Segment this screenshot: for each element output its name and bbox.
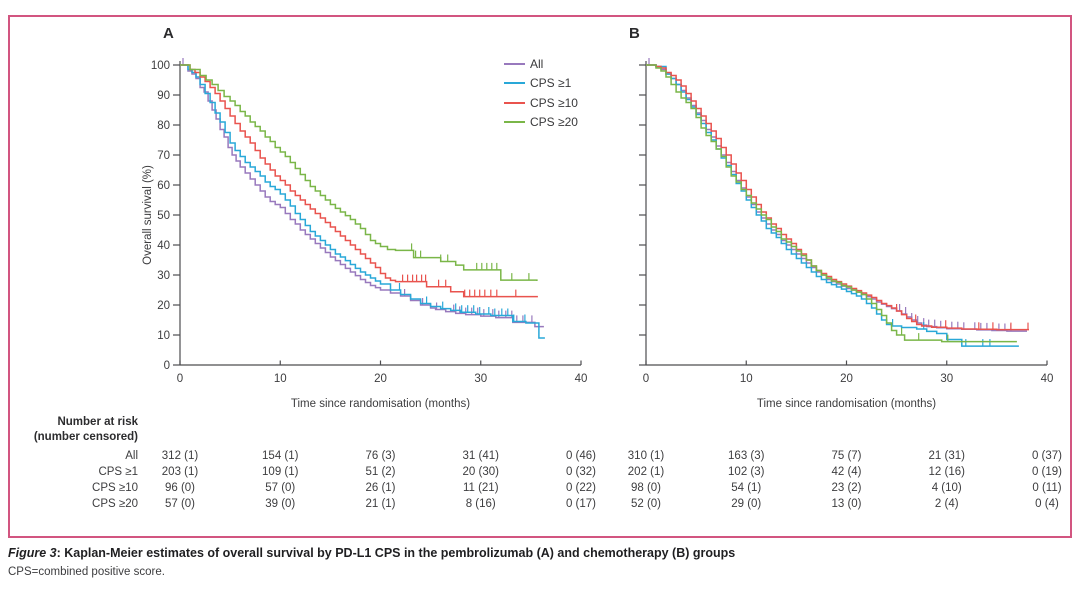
risk-value-B: 12 (16) (928, 466, 965, 478)
figure-border-frame (8, 15, 1072, 538)
risk-value-B: 0 (11) (1032, 482, 1062, 494)
risk-value-B: 2 (4) (934, 498, 959, 510)
risk-value-B: 23 (2) (831, 482, 862, 494)
y-tick-label: 0 (164, 360, 170, 372)
risk-row-label: CPS ≥1 (98, 466, 138, 478)
risk-value-A: 20 (30) (462, 466, 499, 478)
risk-row-label: CPS ≥10 (92, 482, 138, 494)
x-tick-label: 0 (177, 373, 183, 385)
risk-value-A: 0 (17) (565, 498, 597, 510)
risk-value-B: 21 (31) (928, 450, 965, 462)
risk-value-A: 0 (32) (565, 466, 597, 478)
y-tick-label: 90 (157, 90, 170, 102)
risk-value-B: 310 (1) (627, 450, 665, 462)
caption-figure-label: Figure 3 (8, 546, 57, 560)
x-tick-label: 40 (1041, 373, 1054, 385)
km-curve-A-CPS ≥20 (180, 64, 538, 281)
risk-value-B: 202 (1) (627, 466, 665, 478)
risk-value-B: 98 (0) (630, 482, 662, 494)
risk-table-header-line1: Number at risk (57, 416, 138, 428)
x-tick-label: 30 (474, 373, 487, 385)
y-tick-label: 60 (157, 180, 170, 192)
km-curve-B-CPS ≥20 (646, 64, 1017, 343)
panel-b-letter: B (629, 25, 640, 42)
risk-value-B: 52 (0) (630, 498, 662, 510)
risk-table-header-line2: (number censored) (33, 431, 138, 443)
y-tick-label: 30 (157, 270, 170, 282)
risk-value-A: 109 (1) (262, 466, 299, 478)
risk-value-A: 203 (1) (161, 466, 199, 478)
panel-a-letter: A (163, 25, 174, 42)
y-tick-label: 40 (157, 240, 170, 252)
risk-value-A: 11 (21) (462, 482, 499, 494)
y-tick-label: 10 (157, 330, 170, 342)
risk-value-A: 0 (22) (565, 482, 597, 494)
risk-value-B: 29 (0) (731, 498, 762, 510)
risk-value-B: 0 (4) (1035, 498, 1059, 510)
x-tick-label: 10 (740, 373, 753, 385)
risk-value-A: 51 (2) (365, 466, 396, 478)
km-curve-A-All (180, 64, 544, 328)
risk-value-B: 75 (7) (831, 450, 862, 462)
x-axis-title-panel-B: Time since randomisation (months) (757, 398, 936, 410)
risk-value-A: 154 (1) (262, 450, 299, 462)
risk-value-B: 4 (10) (931, 482, 962, 494)
x-axis-title-panel-A: Time since randomisation (months) (291, 398, 470, 410)
y-tick-label: 50 (157, 210, 170, 222)
y-tick-label: 100 (151, 60, 170, 72)
x-tick-label: 20 (374, 373, 387, 385)
risk-value-B: 102 (3) (728, 466, 765, 478)
y-tick-label: 20 (157, 300, 170, 312)
km-curve-B-CPS ≥10 (646, 64, 1029, 331)
km-curve-A-CPS ≥1 (180, 64, 545, 339)
risk-value-A: 21 (1) (365, 498, 396, 510)
km-curve-B-All (646, 64, 1027, 332)
x-tick-label: 40 (575, 373, 588, 385)
risk-value-B: 163 (3) (728, 450, 765, 462)
risk-value-A: 0 (46) (565, 450, 597, 462)
risk-value-A: 8 (16) (465, 498, 496, 510)
caption-title: : Kaplan-Meier estimates of overall surv… (56, 546, 736, 560)
figure-caption: Figure 3: Kaplan-Meier estimates of over… (8, 546, 735, 560)
caption-footnote: CPS=combined positive score. (8, 566, 165, 578)
risk-value-A: 76 (3) (365, 450, 396, 462)
risk-value-B: 13 (0) (831, 498, 862, 510)
risk-value-A: 57 (0) (164, 498, 196, 510)
km-curve-B-CPS ≥1 (646, 64, 1019, 347)
risk-value-B: 0 (19) (1031, 466, 1063, 478)
x-tick-label: 20 (840, 373, 853, 385)
risk-value-B: 42 (4) (831, 466, 862, 478)
x-tick-label: 10 (274, 373, 287, 385)
km-curve-A-CPS ≥10 (180, 64, 538, 298)
risk-value-A: 96 (0) (164, 482, 196, 494)
y-tick-label: 70 (157, 150, 170, 162)
risk-value-A: 57 (0) (265, 482, 296, 494)
risk-value-A: 39 (0) (265, 498, 296, 510)
risk-row-label: CPS ≥20 (92, 498, 138, 510)
risk-row-label: All (125, 450, 138, 462)
risk-value-A: 26 (1) (365, 482, 396, 494)
x-tick-label: 30 (940, 373, 953, 385)
y-tick-label: 80 (157, 120, 170, 132)
x-tick-label: 0 (643, 373, 649, 385)
risk-value-B: 0 (37) (1031, 450, 1063, 462)
risk-value-A: 31 (41) (462, 450, 499, 462)
risk-value-A: 312 (1) (161, 450, 199, 462)
risk-value-B: 54 (1) (731, 482, 762, 494)
y-axis-title: Overall survival (%) (142, 165, 154, 265)
